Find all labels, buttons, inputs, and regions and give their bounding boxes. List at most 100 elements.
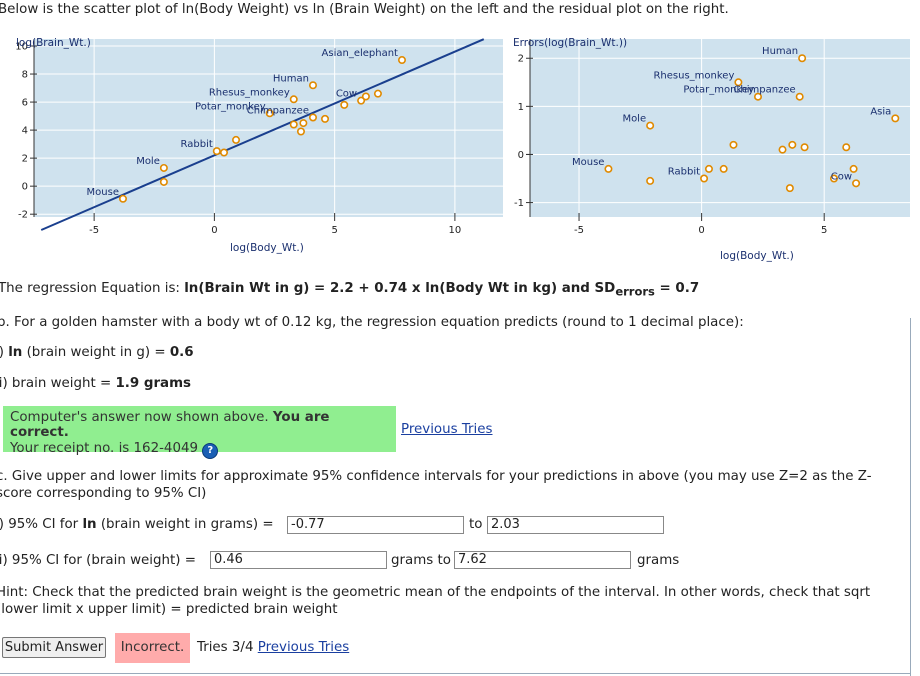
part-b-i-value: 0.6 [169, 345, 194, 360]
part-c-question-line1: c. Give upper and lower limits for appro… [0, 469, 872, 484]
chart1-point-label: Mole [136, 156, 160, 167]
intro-text: Below is the scatter plot of ln(Body Wei… [0, 2, 729, 17]
part-b-i-text: (brain weight in g) = [22, 345, 170, 360]
chart2-data-point [891, 114, 900, 123]
chart1-data-point [220, 148, 229, 157]
chart1-data-point [118, 194, 127, 203]
right-divider [910, 318, 911, 676]
chart1-point-label: Rabbit [181, 139, 213, 150]
chart1-data-point [289, 120, 298, 129]
charts-area: -2 0 2 4 6 8 10 -5 0 5 10 log(Brain_Wt.) log(Body_Wt… [0, 30, 920, 268]
part-c-ii-label: ii) 95% CI for (brain weight) = [0, 553, 196, 568]
chart1-point-label: Cow [336, 89, 357, 100]
chart2-data-point [788, 140, 797, 149]
regression-sd: = 0.7 [654, 281, 700, 296]
chart2-data-point [646, 121, 655, 130]
chart1-x-tick-label: 0 [211, 225, 217, 236]
feedback-correct: You are correct. [10, 410, 330, 440]
incorrect-badge: Incorrect. [115, 633, 190, 663]
chart1-x-tick-label: 10 [449, 225, 462, 236]
part-b-question: b. For a golden hamster with a body wt o… [0, 315, 744, 330]
regression-prefix: The regression Equation is: [0, 281, 185, 296]
part-b-i-ln: ln [8, 345, 23, 360]
chart2-data-point [829, 174, 838, 183]
regression-equation: The regression Equation is: ln(Brain Wt … [0, 281, 699, 299]
chart2-data-point [753, 92, 762, 101]
ci-ln-upper-input[interactable]: 2.03 [487, 516, 664, 534]
chart2-point-label: Cow [831, 171, 852, 182]
chart1-y-tick-label: 4 [22, 126, 28, 137]
feedback-line2: Your receipt no. is 162-4049 ? [10, 441, 389, 459]
part-c-question-line2: score corresponding to 95% CI) [0, 486, 207, 501]
chart1-y-axis-label: log(Brain_Wt.) [16, 37, 91, 49]
part-b-i: i) ln (brain weight in g) = 0.6 [0, 345, 194, 360]
chart2-data-point [852, 179, 861, 188]
part-b-ii-value: 1.9 grams [115, 376, 192, 391]
chart1-point-label: Potar_monkey [195, 101, 266, 112]
chart1-x-tick-label: -5 [89, 225, 99, 236]
ci-ln-lower-input[interactable]: -0.77 [287, 516, 464, 534]
ci-weight-upper-input[interactable]: 7.62 [454, 551, 631, 569]
chart1-y-tick-label: -2 [18, 210, 28, 221]
chart1-y-tick-label: 2 [22, 154, 28, 165]
chart2-point-label: Asia [870, 106, 891, 117]
chart2-y-tick-label: 1 [518, 102, 524, 113]
chart2-y-tick-label: 0 [518, 150, 524, 161]
hint-line1: Hint: Check that the predicted brain wei… [0, 585, 871, 600]
submit-answer-button[interactable]: Submit Answer [2, 637, 106, 658]
previous-tries-link-c[interactable]: Previous Tries [257, 640, 350, 655]
chart2-point-label: Mouse [572, 157, 604, 168]
chart1-x-axis-label: log(Body_Wt.) [230, 242, 304, 254]
chart1-point-label: Mouse [87, 187, 119, 198]
chart2-x-tick-label: -5 [574, 225, 584, 236]
feedback-line1-text: Computer's answer now shown above. [10, 410, 273, 425]
chart1-y-tick-label: 8 [22, 70, 28, 81]
chart2-data-point [785, 184, 794, 193]
chart2-x-axis-label: log(Body_Wt.) [720, 250, 794, 262]
chart2-data-point [795, 92, 804, 101]
tries-line: Tries 3/4 Previous Tries [197, 640, 349, 655]
bottom-divider [0, 673, 910, 674]
chart1-data-point [308, 81, 317, 90]
chart1-y-tick-label: 0 [22, 182, 28, 193]
chart1-point-label: Rhesus_monkey [209, 87, 290, 98]
chart1-data-point [232, 135, 241, 144]
chart2-data-point [646, 176, 655, 185]
chart1-data-point [296, 127, 305, 136]
part-c-i-ln: ln [82, 517, 97, 532]
tries-count: Tries 3/4 [197, 640, 254, 655]
chart1-data-point [159, 163, 168, 172]
chart2-data-point [700, 174, 709, 183]
part-c-i-label: i) 95% CI for ln (brain weight in grams)… [0, 517, 274, 532]
chart1-data-point [159, 177, 168, 186]
chart2-point-label: Mole [622, 114, 646, 125]
chart1-data-point [265, 109, 274, 118]
previous-tries-link-b[interactable]: Previous Tries [401, 422, 493, 437]
receipt-number: Your receipt no. is 162-4049 [10, 441, 198, 456]
chart2-data-point [778, 145, 787, 154]
chart1-data-point [397, 56, 406, 65]
chart1-data-point [340, 100, 349, 109]
chart2-point-label: Rabbit [668, 167, 700, 178]
sd-subscript: errors [615, 284, 655, 299]
chart2-data-point [604, 164, 613, 173]
chart2-y-tick-label: 2 [518, 54, 524, 65]
chart1-point-label: Human [273, 73, 309, 84]
chart1-y-tick-label: 6 [22, 98, 28, 109]
chart2-data-point [800, 143, 809, 152]
chart2-point-label: Human [762, 46, 798, 57]
chart1-data-point [299, 119, 308, 128]
chart2-data-point [729, 140, 738, 149]
help-icon[interactable]: ? [202, 443, 219, 459]
feedback-line1: Computer's answer now shown above. You a… [10, 410, 389, 440]
ci-weight-lower-input[interactable]: 0.46 [210, 551, 387, 569]
part-b-ii: ii) brain weight = 1.9 grams [0, 376, 191, 391]
ci-weight-grams-to-label: grams to [391, 553, 451, 568]
chart1-data-point [373, 89, 382, 98]
ci-weight-grams-label: grams [637, 553, 680, 568]
correct-feedback-box: Computer's answer now shown above. You a… [3, 406, 396, 459]
chart1-point-label: Chimpanzee [247, 105, 309, 116]
regression-formula: ln(Brain Wt in g) = 2.2 + 0.74 x ln(Body… [184, 281, 616, 296]
chart1-data-point [321, 114, 330, 123]
chart2-plot-area [530, 39, 910, 217]
